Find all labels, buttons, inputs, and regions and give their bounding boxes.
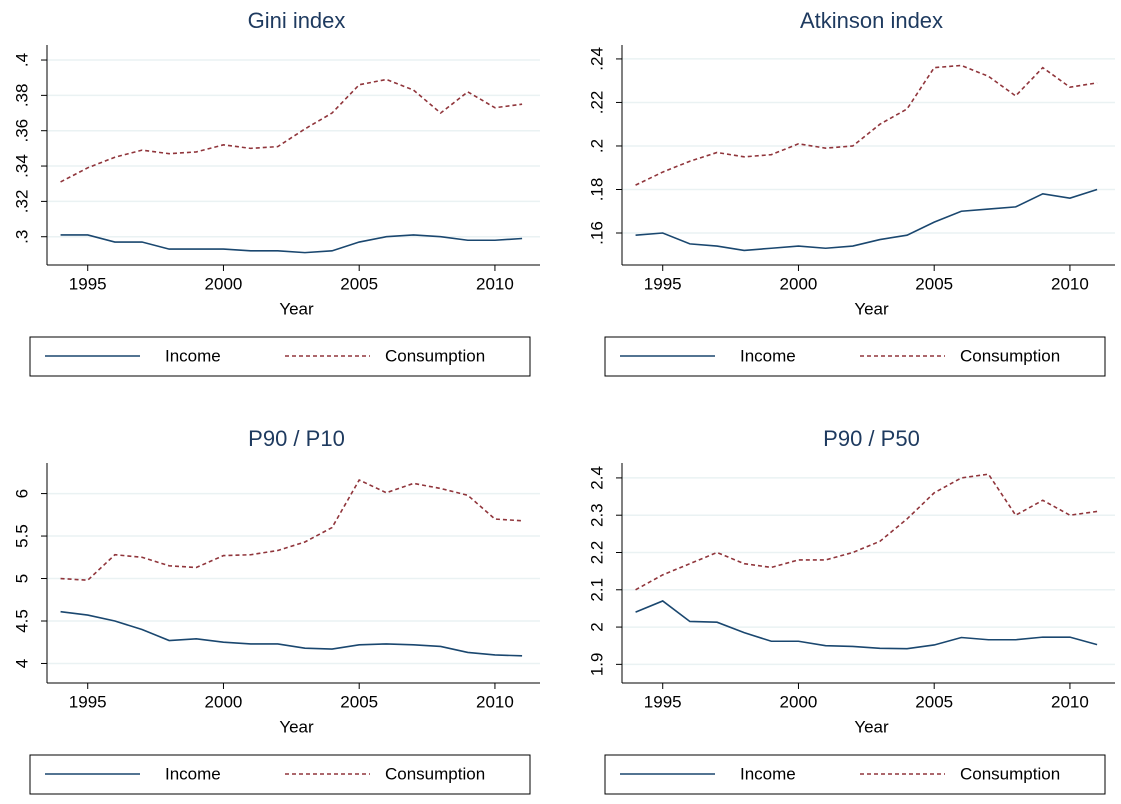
y-tick-label: .4 [12, 53, 31, 67]
legend-label: Income [165, 764, 221, 783]
x-tick-label: 2005 [915, 274, 953, 293]
panel: 4 4.5 5 5.5 6 1995 2000 2005 2010 Year P90 / P10 In… [12, 426, 540, 795]
panel: 1.9 2 2.1 2.2 2.3 2.4 1995 2000 2005 2010 Year P90 … [587, 426, 1115, 795]
x-tick-label: 2010 [476, 274, 514, 293]
y-tick-label: .3 [12, 230, 31, 244]
x-tick-label: 2000 [780, 692, 818, 711]
x-tick-label: 2010 [1051, 692, 1089, 711]
x-tick-label: 2000 [780, 274, 818, 293]
x-tick-label: 2000 [205, 274, 243, 293]
x-axis-label: Year [279, 717, 314, 736]
x-tick-label: 2010 [476, 692, 514, 711]
legend-label: Income [165, 346, 221, 365]
x-tick-label: 1995 [644, 692, 682, 711]
y-tick-label: .16 [587, 221, 606, 245]
y-tick-label: 4 [12, 659, 31, 668]
panel: .3 .32 .34 .36 .38 .4 1995 2000 2005 2010 Year Gini… [12, 8, 540, 377]
legend-label: Consumption [960, 764, 1060, 783]
y-tick-label: 1.9 [587, 653, 606, 677]
x-tick-label: 2005 [915, 692, 953, 711]
legend-label: Consumption [385, 764, 485, 783]
series-line [60, 234, 523, 254]
series-line [60, 610, 523, 657]
y-tick-label: 5 [12, 574, 31, 583]
x-tick-label: 2000 [205, 692, 243, 711]
legend-label: Consumption [385, 346, 485, 365]
panel: .16 .18 .2 .22 .24 1995 2000 2005 2010 Year Atkins… [587, 8, 1115, 377]
x-tick-label: 1995 [69, 692, 107, 711]
x-tick-label: 1995 [69, 274, 107, 293]
y-tick-label: .22 [587, 91, 606, 115]
x-tick-label: 2005 [340, 692, 378, 711]
series-line [60, 478, 523, 582]
y-tick-label: 2.2 [587, 541, 606, 565]
series-line [635, 600, 1098, 650]
series-line [60, 78, 523, 183]
x-tick-label: 1995 [644, 274, 682, 293]
series-line [635, 473, 1098, 591]
y-tick-label: .38 [12, 84, 31, 108]
y-tick-label: .2 [587, 139, 606, 153]
y-tick-label: .24 [587, 47, 606, 71]
x-axis-label: Year [279, 299, 314, 318]
y-tick-label: 2 [587, 622, 606, 631]
legend-label: Income [740, 764, 796, 783]
y-tick-label: .36 [12, 119, 31, 143]
legend-label: Consumption [960, 346, 1060, 365]
series-line [635, 188, 1098, 252]
y-tick-label: 2.1 [587, 578, 606, 602]
y-tick-label: 2.3 [587, 503, 606, 527]
y-tick-label: .32 [12, 190, 31, 214]
y-tick-label: .34 [12, 154, 31, 178]
y-tick-label: .18 [587, 178, 606, 202]
y-tick-label: 5.5 [12, 524, 31, 548]
chart-title: P90 / P10 [248, 426, 345, 451]
series-line [635, 64, 1098, 186]
x-axis-label: Year [854, 717, 889, 736]
y-tick-label: 4.5 [12, 609, 31, 633]
legend-label: Income [740, 346, 796, 365]
chart-title: Atkinson index [800, 8, 943, 33]
x-axis-label: Year [854, 299, 889, 318]
chart-title: P90 / P50 [823, 426, 920, 451]
y-tick-label: 6 [12, 489, 31, 498]
x-tick-label: 2010 [1051, 274, 1089, 293]
chart-title: Gini index [248, 8, 346, 33]
x-tick-label: 2005 [340, 274, 378, 293]
y-tick-label: 2.4 [587, 466, 606, 490]
